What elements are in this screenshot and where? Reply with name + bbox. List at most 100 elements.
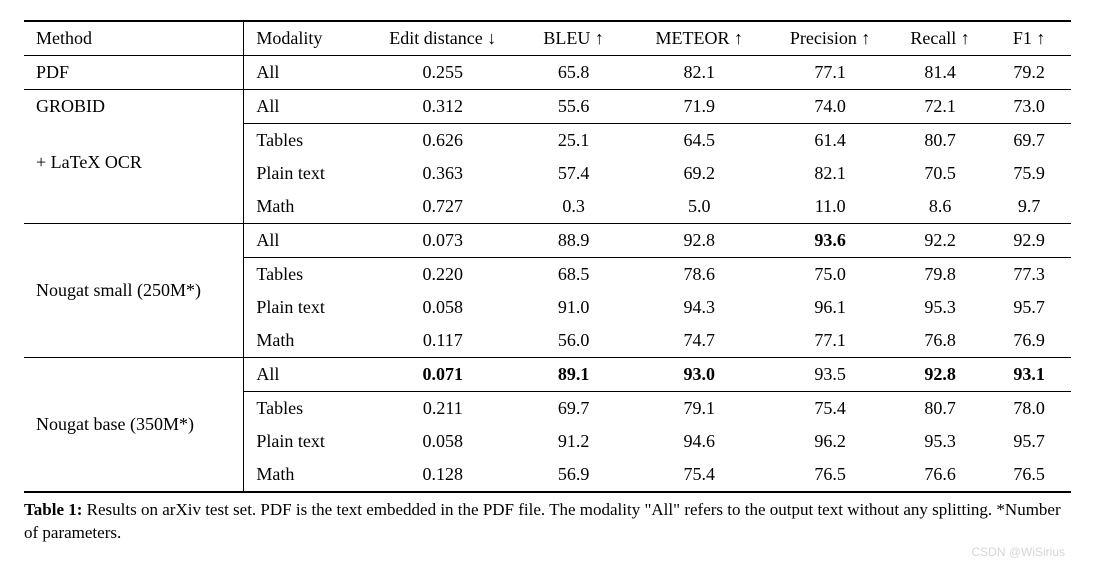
col-f1: F1 ↑ xyxy=(987,21,1071,56)
cell: 93.0 xyxy=(631,358,767,392)
cell: Plain text xyxy=(244,291,370,324)
cell: Tables xyxy=(244,258,370,292)
cell: 91.2 xyxy=(516,425,631,458)
cell: 0.058 xyxy=(370,425,517,458)
cell: 77.3 xyxy=(987,258,1071,292)
cell: 80.7 xyxy=(893,392,987,426)
cell: 92.8 xyxy=(893,358,987,392)
cell: 56.9 xyxy=(516,458,631,492)
cell: 76.5 xyxy=(767,458,893,492)
cell: 77.1 xyxy=(767,56,893,90)
cell: 61.4 xyxy=(767,124,893,158)
cell: 91.0 xyxy=(516,291,631,324)
cell: 82.1 xyxy=(631,56,767,90)
cell: 77.1 xyxy=(767,324,893,358)
cell: 82.1 xyxy=(767,157,893,190)
col-edit: Edit distance ↓ xyxy=(370,21,517,56)
cell: 57.4 xyxy=(516,157,631,190)
cell: 93.1 xyxy=(987,358,1071,392)
cell: 0.727 xyxy=(370,190,517,224)
cell: 0.626 xyxy=(370,124,517,158)
method-pdf: PDF xyxy=(24,56,244,90)
cell: 96.2 xyxy=(767,425,893,458)
col-precision: Precision ↑ xyxy=(767,21,893,56)
cell: 69.7 xyxy=(516,392,631,426)
cell: 89.1 xyxy=(516,358,631,392)
cell: 5.0 xyxy=(631,190,767,224)
cell: 93.6 xyxy=(767,224,893,258)
cell: 76.5 xyxy=(987,458,1071,492)
col-recall: Recall ↑ xyxy=(893,21,987,56)
cell: 92.8 xyxy=(631,224,767,258)
cell: Tables xyxy=(244,392,370,426)
cell: 73.0 xyxy=(987,90,1071,124)
cell: 75.9 xyxy=(987,157,1071,190)
cell: Math xyxy=(244,458,370,492)
col-bleu: BLEU ↑ xyxy=(516,21,631,56)
cell: Math xyxy=(244,190,370,224)
cell: 0.3 xyxy=(516,190,631,224)
cell: 76.8 xyxy=(893,324,987,358)
table-caption: Table 1: Results on arXiv test set. PDF … xyxy=(24,499,1071,545)
cell: 0.117 xyxy=(370,324,517,358)
cell: 94.3 xyxy=(631,291,767,324)
cell: 69.7 xyxy=(987,124,1071,158)
cell: 80.7 xyxy=(893,124,987,158)
cell: 95.7 xyxy=(987,425,1071,458)
method-latexocr: + LaTeX OCR xyxy=(24,124,244,224)
cell: 0.058 xyxy=(370,291,517,324)
cell: 0.071 xyxy=(370,358,517,392)
cell: 76.9 xyxy=(987,324,1071,358)
cell: 70.5 xyxy=(893,157,987,190)
cell: 68.5 xyxy=(516,258,631,292)
cell: All xyxy=(244,358,370,392)
col-modality: Modality xyxy=(244,21,370,56)
cell: 92.9 xyxy=(987,224,1071,258)
cell: 79.1 xyxy=(631,392,767,426)
caption-text: Results on arXiv test set. PDF is the te… xyxy=(24,500,1061,542)
cell: 0.073 xyxy=(370,224,517,258)
method-nougat-small: Nougat small (250M*) xyxy=(24,224,244,358)
cell: Math xyxy=(244,324,370,358)
cell: 71.9 xyxy=(631,90,767,124)
cell: 69.2 xyxy=(631,157,767,190)
col-method: Method xyxy=(24,21,244,56)
cell: All xyxy=(244,90,370,124)
cell: 81.4 xyxy=(893,56,987,90)
cell: 25.1 xyxy=(516,124,631,158)
cell: 0.255 xyxy=(370,56,517,90)
results-table: Method Modality Edit distance ↓ BLEU ↑ M… xyxy=(24,20,1071,493)
cell: Plain text xyxy=(244,157,370,190)
cell: 79.2 xyxy=(987,56,1071,90)
cell: Plain text xyxy=(244,425,370,458)
col-meteor: METEOR ↑ xyxy=(631,21,767,56)
cell: 0.312 xyxy=(370,90,517,124)
cell: 72.1 xyxy=(893,90,987,124)
cell: 94.6 xyxy=(631,425,767,458)
cell: 0.363 xyxy=(370,157,517,190)
cell: 79.8 xyxy=(893,258,987,292)
cell: 55.6 xyxy=(516,90,631,124)
cell: 76.6 xyxy=(893,458,987,492)
cell: All xyxy=(244,224,370,258)
cell: 75.4 xyxy=(767,392,893,426)
cell: 65.8 xyxy=(516,56,631,90)
cell: All xyxy=(244,56,370,90)
cell: 11.0 xyxy=(767,190,893,224)
cell: 88.9 xyxy=(516,224,631,258)
cell: 75.4 xyxy=(631,458,767,492)
cell: Tables xyxy=(244,124,370,158)
method-grobid: GROBID xyxy=(24,90,244,124)
cell: 0.211 xyxy=(370,392,517,426)
cell: 0.220 xyxy=(370,258,517,292)
cell: 9.7 xyxy=(987,190,1071,224)
cell: 95.7 xyxy=(987,291,1071,324)
cell: 64.5 xyxy=(631,124,767,158)
cell: 74.7 xyxy=(631,324,767,358)
cell: 95.3 xyxy=(893,425,987,458)
cell: 95.3 xyxy=(893,291,987,324)
cell: 96.1 xyxy=(767,291,893,324)
cell: 0.128 xyxy=(370,458,517,492)
cell: 8.6 xyxy=(893,190,987,224)
cell: 78.0 xyxy=(987,392,1071,426)
